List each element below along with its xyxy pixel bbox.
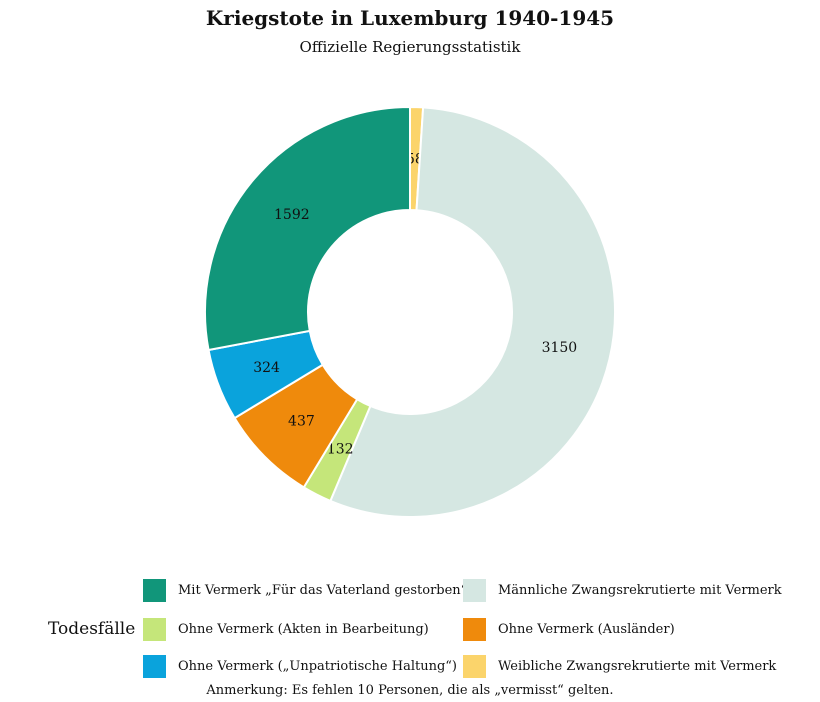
slice-value-label: 1592 <box>274 207 310 223</box>
legend-label: Ohne Vermerk (Akten in Bearbeitung) <box>178 622 429 637</box>
legend-item: Männliche Zwangsrekrutierte mit Vermerk <box>463 579 782 602</box>
slice-value-label: 132 <box>327 442 354 458</box>
legend-item: Mit Vermerk „Für das Vaterland gestorben… <box>143 579 467 602</box>
legend-label: Mit Vermerk „Für das Vaterland gestorben… <box>178 583 468 598</box>
legend-label: Männliche Zwangsrekrutierte mit Vermerk <box>498 583 782 598</box>
legend-swatch <box>143 579 166 602</box>
legend-item: Ohne Vermerk (Akten in Bearbeitung) <box>143 618 429 641</box>
slice-value-label: 437 <box>288 413 315 429</box>
legend-swatch <box>463 579 486 602</box>
chart-title: Kriegstote in Luxemburg 1940-1945 <box>205 6 615 30</box>
legend-item: Ohne Vermerk (Ausländer) <box>463 618 675 641</box>
donut-slice <box>329 106 617 518</box>
donut-slice <box>204 105 411 352</box>
legend-title: Todesfälle <box>48 619 136 639</box>
legend-item: Ohne Vermerk („Unpatriotische Haltung“) <box>143 655 457 678</box>
legend-label: Ohne Vermerk (Ausländer) <box>498 622 675 637</box>
legend-item: Weibliche Zwangsrekrutierte mit Vermerk <box>463 655 776 678</box>
legend-swatch <box>143 618 166 641</box>
slice-value-label: 3150 <box>542 340 578 356</box>
chart-note: Anmerkung: Es fehlen 10 Personen, die al… <box>206 683 614 698</box>
legend-swatch <box>143 655 166 678</box>
legend-label: Ohne Vermerk („Unpatriotische Haltung“) <box>178 659 457 674</box>
legend-label: Weibliche Zwangsrekrutierte mit Vermerk <box>498 659 777 674</box>
legend-swatch <box>463 655 486 678</box>
slice-value-label: 324 <box>253 360 280 376</box>
chart-subtitle: Offizielle Regierungsstatistik <box>299 38 521 56</box>
legend-swatch <box>463 618 486 641</box>
